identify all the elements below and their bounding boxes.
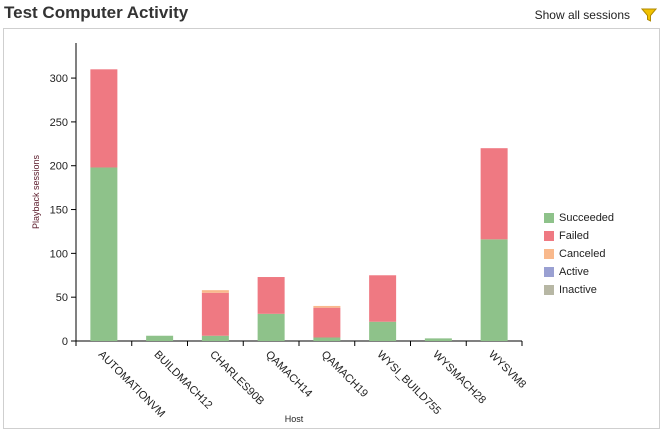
- bar-succeeded-qamach19: [313, 337, 341, 341]
- y-axis-title: Playback sessions: [31, 154, 41, 229]
- y-tick-label: 0: [62, 336, 68, 348]
- bar-succeeded-wysmach28: [424, 338, 452, 341]
- y-tick-label: 250: [50, 117, 68, 129]
- chart-legend: Succeeded Failed Canceled Active Inactive: [544, 209, 614, 299]
- bar-succeeded-wysi_build755: [369, 321, 397, 341]
- x-tick-label: CHARLES90B: [207, 349, 266, 408]
- bar-succeeded-automationvm: [90, 167, 118, 341]
- bar-canceled-charles90b: [201, 290, 229, 293]
- page-title: Test Computer Activity: [4, 3, 189, 22]
- filter-icon[interactable]: [641, 7, 657, 23]
- bar-succeeded-buildmach12: [146, 335, 174, 341]
- legend-item-failed[interactable]: Failed: [544, 227, 614, 245]
- x-tick-label: BUILDMACH12: [152, 349, 215, 412]
- legend-label: Active: [559, 266, 589, 278]
- y-tick-label: 300: [50, 73, 68, 85]
- bar-failed-charles90b: [201, 292, 229, 336]
- bar-failed-automationvm: [90, 69, 118, 168]
- x-axis-title: Host: [285, 414, 304, 424]
- legend-label: Canceled: [559, 248, 606, 260]
- x-tick-label: WYSMACH28: [430, 349, 488, 407]
- legend-swatch: [544, 285, 554, 295]
- legend-swatch: [544, 213, 554, 223]
- bar-failed-wysi_build755: [369, 275, 397, 322]
- bar-failed-qamach19: [313, 307, 341, 338]
- bar-failed-wysvm8: [480, 148, 508, 240]
- bar-canceled-qamach19: [313, 305, 341, 308]
- bar-succeeded-wysvm8: [480, 239, 508, 341]
- legend-swatch: [544, 249, 554, 259]
- x-tick-label: WYSVM8: [486, 349, 528, 391]
- legend-item-active[interactable]: Active: [544, 263, 614, 281]
- legend-label: Succeeded: [559, 212, 615, 224]
- y-tick-label: 100: [50, 248, 68, 260]
- legend-item-canceled[interactable]: Canceled: [544, 245, 614, 263]
- legend-label: Inactive: [559, 284, 597, 296]
- chart-panel: 0 50 100 150 200 250 300 Playback sessions AUTOM…: [3, 28, 660, 429]
- legend-item-inactive[interactable]: Inactive: [544, 281, 614, 299]
- y-tick-label: 150: [50, 205, 68, 217]
- legend-label: Failed: [559, 230, 589, 242]
- bar-failed-qamach14: [257, 277, 285, 314]
- x-tick-label: QAMACH19: [319, 349, 370, 400]
- legend-swatch: [544, 267, 554, 277]
- legend-swatch: [544, 231, 554, 241]
- bar-succeeded-charles90b: [201, 335, 229, 341]
- y-tick-label: 200: [50, 161, 68, 173]
- show-all-sessions-link[interactable]: Show all sessions: [534, 8, 630, 22]
- y-tick-label: 50: [56, 292, 68, 304]
- x-tick-label: QAMACH14: [263, 349, 314, 400]
- legend-item-succeeded[interactable]: Succeeded: [544, 209, 614, 227]
- bar-succeeded-qamach14: [257, 313, 285, 341]
